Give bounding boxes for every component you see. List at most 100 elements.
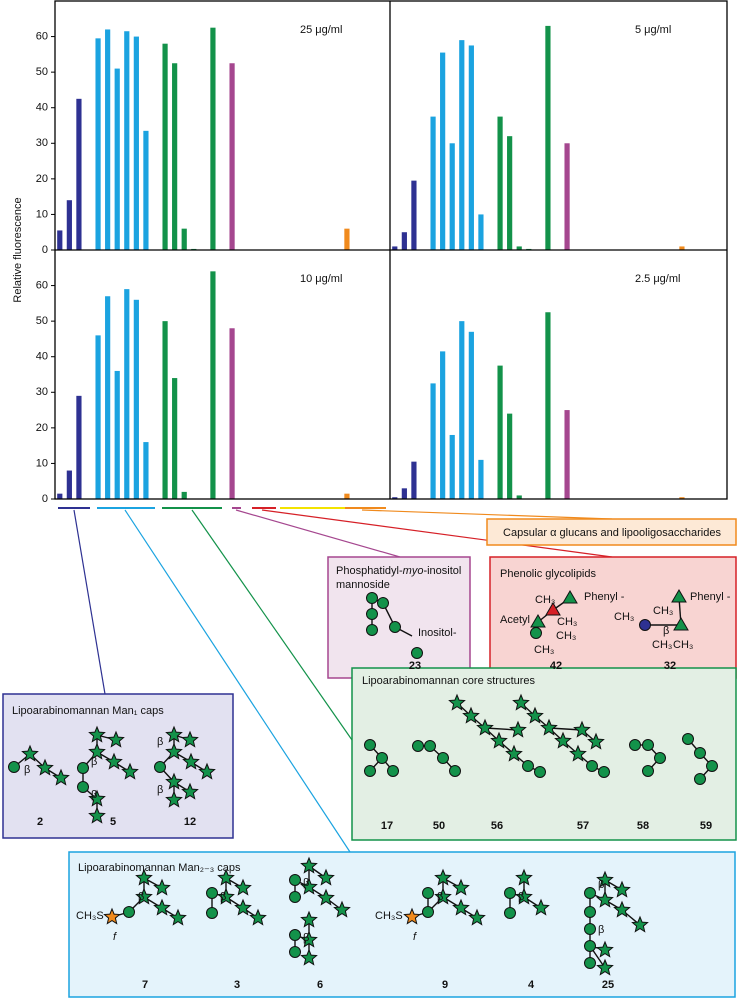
circle-symbol	[530, 627, 542, 639]
circle-symbol	[504, 907, 516, 919]
circle-symbol	[694, 747, 706, 759]
bar	[172, 378, 178, 499]
y-tick-label: 40	[36, 351, 48, 363]
circle-symbol	[706, 760, 718, 772]
chem-label: β	[91, 789, 97, 801]
star-symbol	[515, 868, 533, 886]
bar	[229, 328, 235, 499]
circle-symbol	[123, 906, 135, 918]
circle-symbol	[654, 752, 666, 764]
star-symbol	[181, 730, 199, 748]
bar	[468, 45, 474, 250]
bar	[392, 497, 398, 499]
chem-label: β	[220, 891, 226, 903]
bar	[449, 143, 455, 250]
compound-number: 3	[234, 979, 240, 991]
star-symbol	[333, 900, 351, 918]
circle-symbol	[289, 874, 301, 886]
bar	[679, 497, 685, 499]
circle-symbol	[504, 887, 516, 899]
bar	[76, 98, 82, 250]
circle-symbol	[639, 619, 651, 631]
compound-number: 4	[528, 979, 535, 991]
star-symbol	[505, 744, 523, 762]
box-title: Capsular α glucans and lipooligosacchari…	[503, 527, 721, 539]
star-symbol	[448, 693, 466, 711]
box-title: Lipoarabinomannan core structures	[362, 675, 536, 687]
bar	[124, 289, 130, 499]
circle-symbol	[77, 762, 89, 774]
chem-label: β	[138, 891, 144, 903]
compound-number: 59	[700, 820, 712, 832]
chem-label: Phenyl -	[584, 591, 625, 603]
star-symbol	[596, 940, 614, 958]
circle-symbol	[289, 946, 301, 958]
compound-number: 12	[184, 816, 196, 828]
compound-number: 58	[637, 820, 649, 832]
bar	[76, 395, 82, 499]
circle-symbol	[289, 891, 301, 903]
bar	[66, 470, 72, 499]
star-symbol	[135, 868, 153, 886]
bar	[181, 491, 187, 499]
chem-label: β	[157, 784, 163, 796]
circle-symbol	[77, 781, 89, 793]
compound-number: 7	[142, 979, 148, 991]
compound-number: 32	[664, 660, 676, 672]
bar	[210, 27, 216, 250]
bar	[564, 143, 570, 250]
bar	[440, 52, 446, 251]
y-tick-label: 50	[36, 66, 48, 78]
bar	[114, 370, 120, 499]
circle-symbol	[424, 740, 436, 752]
title-part: -inositol	[423, 565, 461, 577]
star-symbol	[36, 758, 54, 776]
circle-symbol	[364, 765, 376, 777]
chem-label: CH₃	[534, 644, 554, 656]
bar	[430, 116, 436, 250]
title-part: myo	[403, 565, 424, 577]
circle-symbol	[387, 765, 399, 777]
star-symbol	[403, 907, 421, 925]
circle-symbol	[389, 621, 401, 633]
star-symbol	[169, 908, 187, 926]
star-symbol	[317, 868, 335, 886]
compound-number: 23	[409, 660, 421, 672]
star-symbol	[153, 898, 171, 916]
star-symbol	[88, 806, 106, 824]
panel-label: 2.5 μg/ml	[635, 273, 680, 285]
panel-label: 5 μg/ml	[635, 24, 671, 36]
chem-label: Acetyl	[500, 614, 530, 626]
chem-label: β	[437, 891, 443, 903]
compound-number: 6	[317, 979, 323, 991]
y-tick-label: 60	[36, 30, 48, 42]
compound-number: 50	[433, 820, 445, 832]
bar	[430, 383, 436, 499]
bar	[57, 230, 63, 250]
circle-symbol	[642, 739, 654, 751]
bar	[401, 232, 407, 250]
title-part: Phosphatidyl-	[336, 565, 403, 577]
bar	[392, 246, 398, 250]
star-symbol	[88, 789, 106, 807]
circle-symbol	[629, 739, 641, 751]
y-tick-label: 10	[36, 208, 48, 220]
circle-symbol	[206, 887, 218, 899]
bar	[57, 493, 63, 499]
star-symbol	[88, 725, 106, 743]
circle-symbol	[8, 761, 20, 773]
box	[486, 518, 737, 546]
plots: 0 10 20 30 40 50 60 25 μg/ml Relative fluorescen…	[12, 0, 728, 505]
chem-label: CH₃S	[76, 910, 104, 922]
compound-number: 56	[491, 820, 503, 832]
chem-label: Inositol-	[418, 627, 457, 639]
star-symbol	[540, 718, 558, 736]
chem-label: CH₃S	[375, 910, 403, 922]
connector	[191, 509, 353, 741]
circle-symbol	[682, 733, 694, 745]
circle-symbol	[584, 887, 596, 899]
star-symbol	[249, 908, 267, 926]
circle-symbol	[366, 608, 378, 620]
star-symbol	[234, 898, 252, 916]
